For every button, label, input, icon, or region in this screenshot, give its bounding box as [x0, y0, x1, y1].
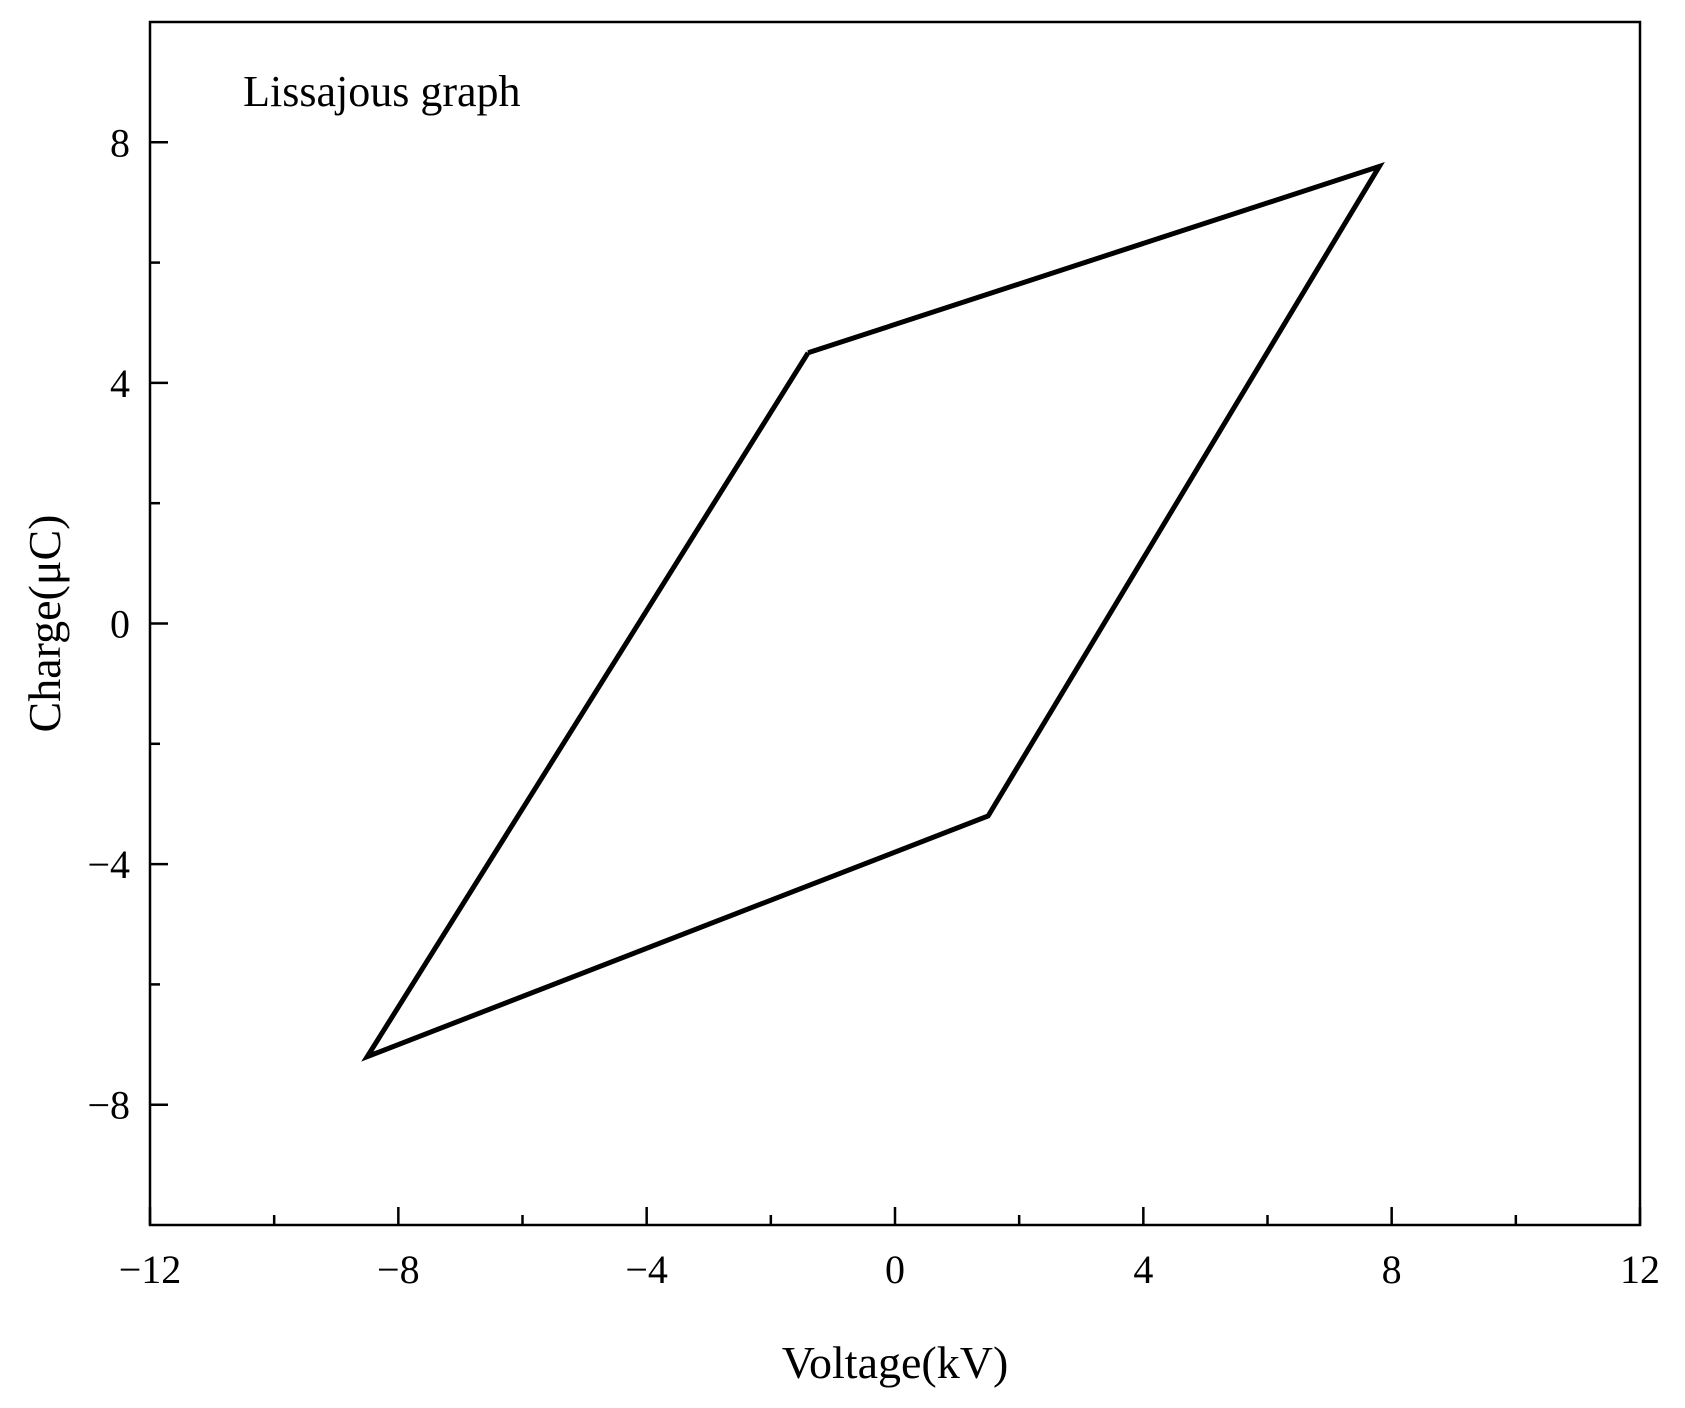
series-line: [361, 161, 1385, 1062]
x-tick-label: 0: [885, 1247, 905, 1292]
y-tick-label: 0: [110, 602, 130, 647]
y-tick-label: 8: [110, 120, 130, 165]
x-tick-label: 4: [1133, 1247, 1153, 1292]
y-tick-label: −4: [87, 842, 130, 887]
y-axis-ticks: −8 −4 0 4 8: [87, 120, 168, 1128]
series-layer: [361, 161, 1385, 1062]
x-tick-label: 8: [1382, 1247, 1402, 1292]
y-axis-title: Charge(μC): [19, 515, 70, 733]
y-tick-label: 4: [110, 361, 130, 406]
x-tick-label: 12: [1620, 1247, 1660, 1292]
y-tick-label: −8: [87, 1083, 130, 1128]
x-axis-title: Voltage(kV): [782, 1337, 1009, 1388]
x-axis-ticks: −12 −8 −4 0 4 8 12: [119, 1207, 1660, 1292]
x-tick-label: −8: [377, 1247, 420, 1292]
annotation-label: Lissajous graph: [243, 67, 520, 116]
x-tick-label: −12: [119, 1247, 182, 1292]
x-tick-label: −4: [625, 1247, 668, 1292]
